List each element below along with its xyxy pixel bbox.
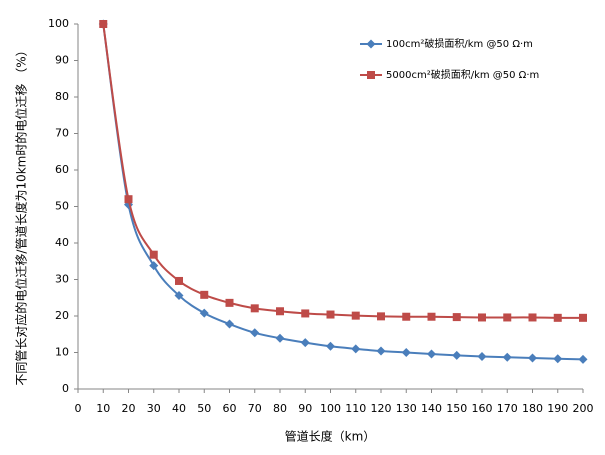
x-tick-label: 130: [396, 402, 417, 415]
square-marker: [402, 312, 411, 321]
y-tick-label: 100: [48, 17, 69, 30]
diamond-marker: [376, 346, 386, 356]
x-tick-label: 190: [547, 402, 568, 415]
x-tick-label: 70: [248, 402, 262, 415]
diamond-marker: [199, 308, 209, 318]
y-tick-label: 30: [55, 273, 69, 286]
x-tick-label: 20: [122, 402, 136, 415]
x-tick-label: 60: [223, 402, 237, 415]
y-tick-label: 70: [55, 127, 69, 140]
y-tick-label: 60: [55, 163, 69, 176]
x-tick-label: 150: [446, 402, 467, 415]
diamond-marker: [578, 354, 588, 364]
square-marker: [528, 313, 537, 322]
diamond-marker: [528, 353, 537, 363]
square-marker: [149, 250, 158, 259]
diamond-marker: [553, 354, 563, 364]
legend-label: 5000cm²破损面积/km @50 Ω·m: [386, 68, 539, 81]
y-tick-label: 40: [55, 236, 69, 249]
y-tick-label: 50: [55, 200, 69, 213]
y-tick-label: 10: [55, 346, 69, 359]
square-marker: [367, 71, 375, 79]
square-marker: [553, 313, 562, 322]
x-tick-label: 120: [371, 402, 392, 415]
x-tick-label: 10: [96, 402, 110, 415]
x-tick-label: 170: [497, 402, 518, 415]
diamond-marker: [275, 333, 285, 343]
series-line: [102, 23, 584, 319]
diamond-marker: [502, 352, 512, 362]
square-marker: [478, 313, 486, 322]
x-axis-label: 管道长度（km）: [285, 429, 376, 444]
diamond-marker: [477, 352, 487, 362]
x-tick-label: 0: [75, 402, 82, 415]
square-marker: [351, 311, 360, 320]
diamond-marker: [427, 349, 436, 359]
square-marker: [225, 298, 234, 307]
square-marker: [427, 312, 436, 321]
diamond-marker: [326, 341, 335, 351]
x-tick-label: 30: [147, 402, 161, 415]
legend-label: 100cm²破损面积/km @50 Ω·m: [386, 37, 533, 50]
y-tick-label: 80: [55, 90, 69, 103]
square-marker: [124, 195, 133, 204]
x-tick-label: 40: [172, 402, 186, 415]
x-tick-label: 90: [298, 402, 312, 415]
diamond-marker: [300, 338, 310, 348]
square-marker: [276, 307, 284, 316]
square-marker: [503, 313, 512, 322]
x-tick-label: 200: [573, 402, 594, 415]
diamond-marker: [149, 261, 159, 271]
square-marker: [377, 312, 385, 321]
y-tick-label: 90: [55, 54, 69, 67]
x-tick-label: 140: [421, 402, 442, 415]
x-tick-label: 50: [197, 402, 211, 415]
x-tick-label: 100: [320, 402, 341, 415]
y-tick-label: 20: [55, 309, 69, 322]
diamond-marker: [452, 350, 462, 360]
x-tick-label: 80: [273, 402, 287, 415]
square-marker: [175, 276, 183, 285]
diamond-marker: [351, 344, 361, 354]
diamond-marker: [401, 348, 411, 357]
diamond-marker: [174, 291, 184, 301]
square-marker: [99, 20, 108, 28]
square-marker: [452, 313, 461, 322]
y-tick-label: 0: [62, 382, 69, 395]
square-marker: [326, 310, 335, 319]
diamond-marker: [225, 319, 234, 329]
square-marker: [579, 313, 587, 322]
diamond-marker: [366, 39, 376, 49]
diamond-marker: [250, 328, 260, 338]
square-marker: [250, 304, 259, 313]
x-tick-label: 180: [522, 402, 543, 415]
x-tick-label: 110: [345, 402, 366, 415]
x-tick-label: 160: [472, 402, 493, 415]
square-marker: [301, 309, 310, 318]
y-axis-label: 不同管长对应的电位迁移/管道长度为10km时的电位迁移 （%）: [14, 44, 29, 385]
square-marker: [200, 290, 209, 299]
